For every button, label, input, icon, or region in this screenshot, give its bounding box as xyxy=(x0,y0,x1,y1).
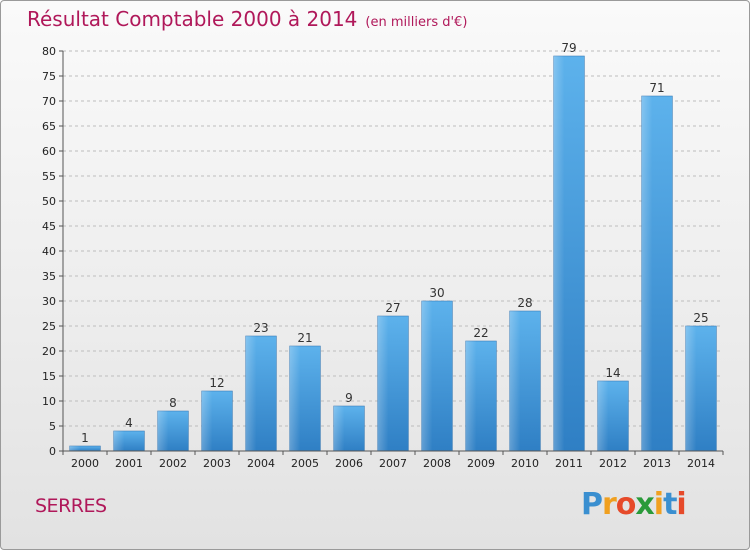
logo-letter: i xyxy=(653,487,664,522)
proxiti-logo: Proxiti xyxy=(581,487,687,522)
bar-highlight xyxy=(465,341,477,451)
bar-highlight xyxy=(69,446,81,451)
chart-subtitle: (en milliers d'€) xyxy=(365,15,468,30)
bar-value-label: 1 xyxy=(81,431,89,445)
bar-highlight xyxy=(641,96,653,451)
logo-letter: t xyxy=(663,487,677,522)
x-tick-label: 2001 xyxy=(115,457,143,470)
y-tick-label: 20 xyxy=(42,345,56,358)
bar-value-label: 22 xyxy=(473,326,488,340)
y-tick-label: 70 xyxy=(42,95,56,108)
y-tick-label: 65 xyxy=(42,120,56,133)
x-tick-label: 2002 xyxy=(159,457,187,470)
bar-highlight xyxy=(245,336,257,451)
y-tick-label: 0 xyxy=(49,445,56,458)
bar-value-label: 21 xyxy=(297,331,312,345)
x-tick-label: 2006 xyxy=(335,457,363,470)
y-tick-label: 10 xyxy=(42,395,56,408)
bar-value-label: 9 xyxy=(345,391,353,405)
bar-value-label: 71 xyxy=(649,81,664,95)
x-tick-label: 2000 xyxy=(71,457,99,470)
x-tick-label: 2014 xyxy=(687,457,715,470)
x-tick-label: 2003 xyxy=(203,457,231,470)
bar-value-label: 79 xyxy=(561,41,576,55)
chart-title-text: Résultat Comptable 2000 à 2014 xyxy=(27,7,358,31)
bar-value-label: 28 xyxy=(517,296,532,310)
city-name: SERRES xyxy=(35,495,107,517)
bar-highlight xyxy=(333,406,345,451)
chart-title: Résultat Comptable 2000 à 2014 (en millie… xyxy=(27,7,467,31)
x-tick-label: 2005 xyxy=(291,457,319,470)
bar-value-label: 4 xyxy=(125,416,133,430)
logo-letter: o xyxy=(615,487,637,522)
bar-value-label: 12 xyxy=(209,376,224,390)
x-tick-label: 2011 xyxy=(555,457,583,470)
y-tick-label: 55 xyxy=(42,170,56,183)
bar-value-label: 8 xyxy=(169,396,177,410)
x-tick-label: 2012 xyxy=(599,457,627,470)
bar-highlight xyxy=(509,311,521,451)
bar-highlight xyxy=(377,316,389,451)
x-tick-label: 2008 xyxy=(423,457,451,470)
bar-value-label: 27 xyxy=(385,301,400,315)
logo-letter: P xyxy=(581,487,603,522)
y-tick-label: 50 xyxy=(42,195,56,208)
bar-highlight xyxy=(421,301,433,451)
bar-value-label: 30 xyxy=(429,286,444,300)
y-tick-label: 45 xyxy=(42,220,56,233)
bar-value-label: 14 xyxy=(605,366,620,380)
bar-highlight xyxy=(553,56,565,451)
y-tick-label: 30 xyxy=(42,295,56,308)
y-tick-label: 25 xyxy=(42,320,56,333)
bar-highlight xyxy=(597,381,609,451)
bar-value-label: 25 xyxy=(693,311,708,325)
x-tick-label: 2004 xyxy=(247,457,275,470)
x-tick-label: 2010 xyxy=(511,457,539,470)
bar-value-label: 23 xyxy=(253,321,268,335)
y-tick-label: 60 xyxy=(42,145,56,158)
y-tick-label: 35 xyxy=(42,270,56,283)
bar-highlight xyxy=(157,411,169,451)
y-tick-label: 75 xyxy=(42,70,56,83)
y-tick-label: 15 xyxy=(42,370,56,383)
bar-highlight xyxy=(113,431,125,451)
bar-highlight xyxy=(289,346,301,451)
logo-letter: i xyxy=(676,487,686,522)
bar-highlight xyxy=(685,326,697,451)
x-tick-label: 2013 xyxy=(643,457,671,470)
logo-letter: r xyxy=(602,487,617,522)
bar-highlight xyxy=(201,391,213,451)
y-tick-label: 80 xyxy=(42,45,56,58)
y-tick-label: 5 xyxy=(49,420,56,433)
logo-letter: x xyxy=(635,487,654,522)
x-tick-label: 2009 xyxy=(467,457,495,470)
x-tick-label: 2007 xyxy=(379,457,407,470)
y-tick-label: 40 xyxy=(42,245,56,258)
